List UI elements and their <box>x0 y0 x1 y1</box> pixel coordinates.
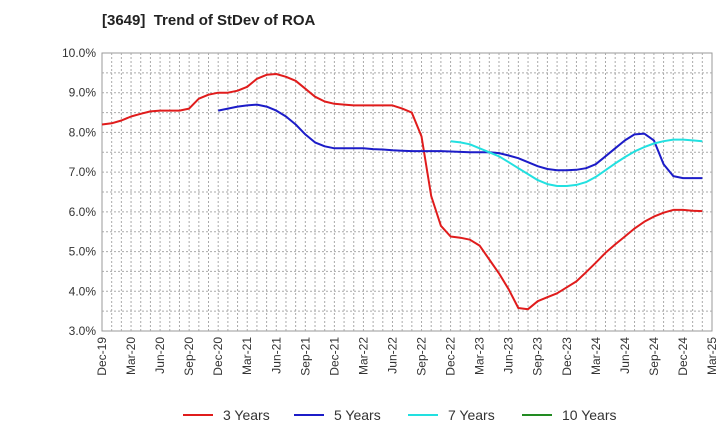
y-tick-label: 10.0% <box>62 46 96 60</box>
y-tick-label: 3.0% <box>69 324 97 338</box>
y-tick-label: 4.0% <box>69 284 97 298</box>
x-tick-label: Sep-21 <box>298 337 312 376</box>
x-tick-label: Mar-22 <box>356 337 370 375</box>
x-tick-label: Mar-25 <box>705 337 719 375</box>
x-tick-label: Jun-22 <box>385 337 399 374</box>
legend-label-7-years: 7 Years <box>448 407 495 423</box>
x-tick-label: Jun-24 <box>618 337 632 374</box>
x-tick-label: Jun-23 <box>502 337 516 374</box>
series-line-3-years <box>101 73 703 311</box>
x-tick-label: Dec-21 <box>327 337 341 376</box>
legend-label-10-years: 10 Years <box>562 407 617 423</box>
x-axis-tick-labels: Dec-19 Mar-20 Jun-20 Sep-20 Dec-20 Mar-21 Jun-… <box>95 337 719 376</box>
x-tick-label: Dec-22 <box>444 337 458 376</box>
y-tick-label: 6.0% <box>69 205 97 219</box>
x-tick-label: Mar-24 <box>589 337 603 375</box>
y-tick-label: 7.0% <box>69 165 97 179</box>
x-tick-label: Jun-21 <box>269 337 283 374</box>
legend-label-3-years: 3 Years <box>223 407 270 423</box>
y-tick-label: 9.0% <box>69 86 97 100</box>
x-tick-label: Dec-19 <box>95 337 109 376</box>
x-tick-label: Dec-23 <box>560 337 574 376</box>
x-tick-label: Dec-20 <box>211 337 225 376</box>
legend-label-5-years: 5 Years <box>334 407 381 423</box>
x-tick-label: Dec-24 <box>676 337 690 376</box>
x-tick-label: Sep-24 <box>647 337 661 376</box>
y-tick-label: 5.0% <box>69 245 97 259</box>
legend: 3 Years 5 Years 7 Years 10 Years <box>183 407 617 423</box>
series-line-7-years <box>450 138 703 187</box>
x-tick-label: Sep-20 <box>182 337 196 376</box>
x-tick-label: Mar-21 <box>240 337 254 375</box>
x-tick-label: Mar-23 <box>473 337 487 375</box>
y-axis-tick-labels: 3.0% 4.0% 5.0% 6.0% 7.0% 8.0% 9.0% 10.0% <box>62 46 96 338</box>
x-tick-label: Mar-20 <box>124 337 138 375</box>
y-tick-label: 8.0% <box>69 125 97 139</box>
x-tick-label: Sep-22 <box>415 337 429 376</box>
series-line-5-years <box>217 103 703 180</box>
x-tick-label: Jun-20 <box>153 337 167 374</box>
series-lines <box>101 73 703 311</box>
x-tick-label: Sep-23 <box>531 337 545 376</box>
chart-title: [3649] Trend of StDev of ROA <box>102 12 316 29</box>
